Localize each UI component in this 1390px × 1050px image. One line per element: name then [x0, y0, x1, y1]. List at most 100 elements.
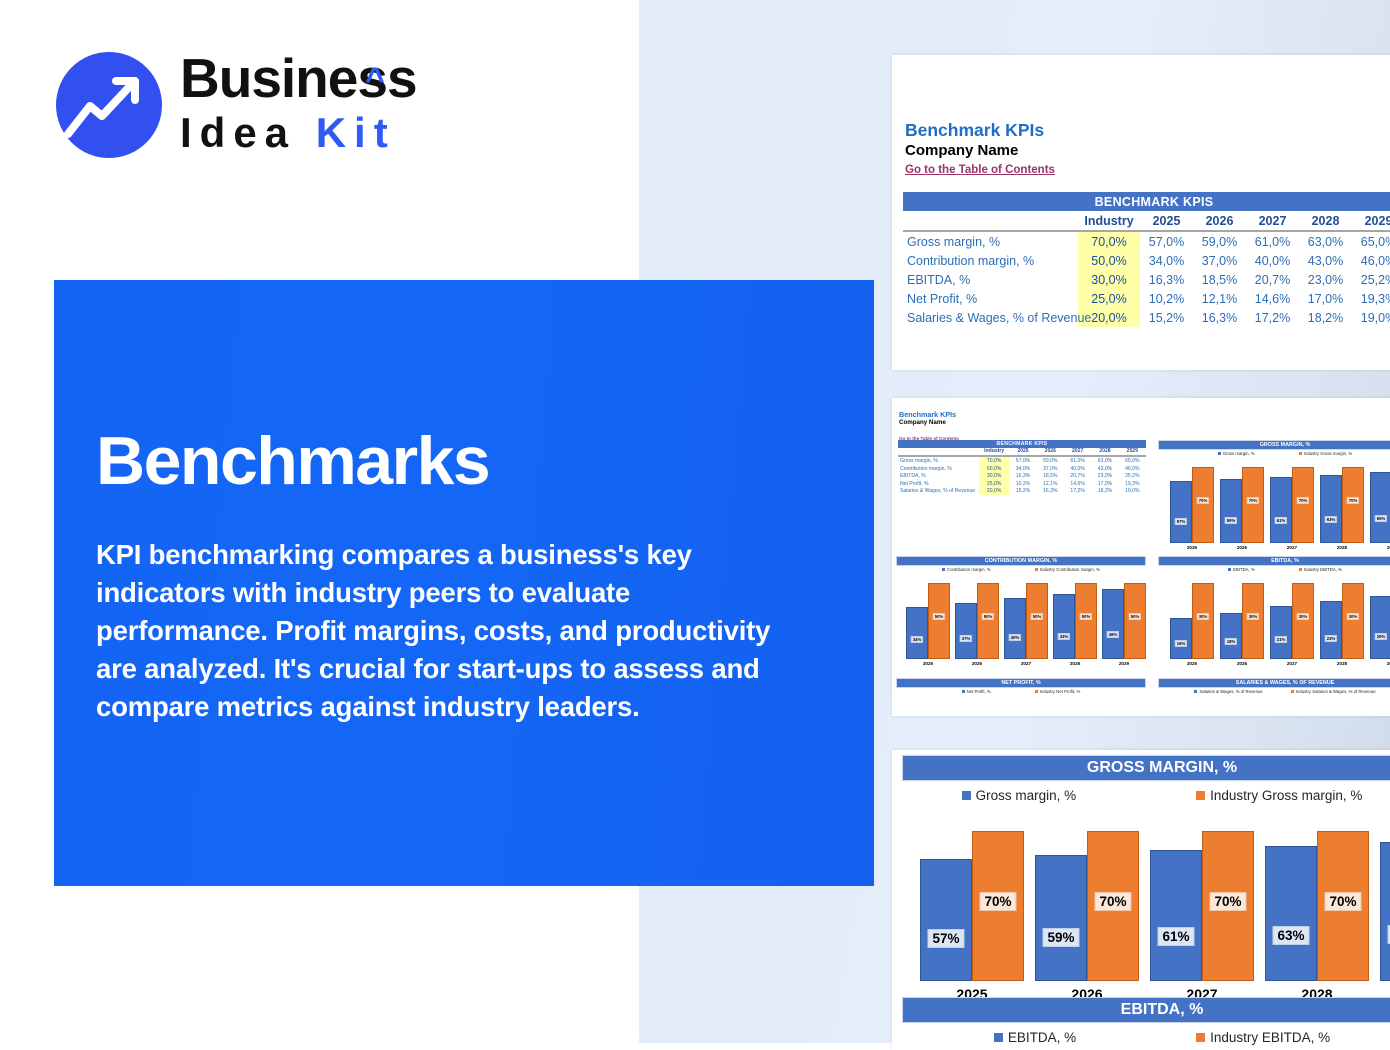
legend-swatch-blue-icon — [1228, 568, 1232, 571]
legend-label: Net Profit, % — [966, 689, 991, 694]
kpi-year-value: 63,0% — [1097, 457, 1113, 464]
chart-x-tick-label: 2027 — [1020, 661, 1032, 666]
logo-chart-arrow-icon — [56, 52, 162, 158]
chart-plot-area: 57% 70% 59% 70% 61% 70% 63% 70% 65%70% — [902, 831, 1390, 981]
kpi-year-value: 23,0% — [1307, 272, 1344, 287]
kpi-year-value: 15,2% — [1148, 310, 1185, 325]
hero-description: KPI benchmarking compares a business's k… — [96, 539, 771, 722]
chart-legend: EBITDA, % Industry EBITDA, % — [1158, 565, 1390, 574]
chart-legend: Net Profit, % Industry Net Profit, % — [896, 687, 1146, 696]
table-row: Net Profit, % 25,0% 10,2% 12,1% 14,6% 17,0% 19… — [898, 479, 1146, 488]
legend-label: Contribution margin, % — [947, 567, 991, 572]
kpi-year-value: 65,0% — [1125, 457, 1140, 464]
kpi-year-value: 59,0% — [1043, 457, 1058, 464]
legend-item[interactable]: Industry EBITDA, % — [1196, 1030, 1330, 1045]
legend-item[interactable]: Net Profit, % — [961, 689, 991, 694]
kpi-year-value: 61,0% — [1254, 234, 1291, 249]
chart-data-label: 30% — [1246, 613, 1260, 620]
table-row: Contribution margin, % 50,0% 34,0% 37,0% 40,… — [898, 464, 1146, 473]
chart-bar: 59% — [1220, 479, 1242, 543]
kpi-column-header: 2027 — [1246, 211, 1299, 232]
legend-item[interactable]: Industry Gross margin, % — [1196, 788, 1362, 803]
chart-data-label: 70% — [1246, 497, 1260, 504]
chart-legend: EBITDA, % Industry EBITDA, % — [902, 1024, 1390, 1050]
kpi-year-value: 15,2% — [1015, 488, 1031, 495]
chart-bar: 50% — [1075, 583, 1097, 659]
legend-item[interactable]: Industry Gross margin, % — [1298, 451, 1353, 456]
chart-bar: 43% — [1053, 594, 1075, 659]
kpi-year-value: 16,3% — [1201, 310, 1238, 325]
chart-bar: 61% — [1270, 477, 1292, 543]
chart-data-label: 40% — [1008, 634, 1022, 641]
legend-label: Industry EBITDA, % — [1210, 1029, 1331, 1045]
chart-bar: 21% — [1270, 606, 1292, 659]
logo-name-kit: Kit — [315, 109, 396, 156]
chart-bar-group: 65%70% — [1380, 831, 1390, 981]
chart-legend: Gross margin, % Industry Gross margin, % — [1158, 449, 1390, 458]
kpi-row-label: EBITDA, % — [907, 272, 971, 287]
legend-swatch-orange-icon — [1290, 690, 1294, 693]
chart-x-tick-label: 2027 — [1286, 545, 1298, 550]
kpi-year-value: 46,0% — [1125, 465, 1140, 472]
kpi-year-value: 10,2% — [1148, 291, 1185, 306]
table-row: EBITDA, % 30,0% 16,3% 18,5% 20,7% 23,0% 25,2% — [903, 270, 1390, 289]
legend-label: Industry Gross margin, % — [1303, 451, 1353, 456]
chart-bar: 23% — [1320, 601, 1342, 659]
chart-data-label: 50% — [1030, 613, 1044, 620]
chart-data-label: 57% — [927, 929, 965, 948]
legend-swatch-blue-icon — [961, 790, 971, 800]
chart-bar-group: 23% 30% — [1320, 583, 1364, 659]
chart-bar: 50% — [928, 583, 950, 659]
legend-item[interactable]: Gross margin, % — [961, 788, 1076, 803]
kpi-row-label: Salaries & Wages, % of Revenue — [900, 488, 976, 495]
chart-data-label: 50% — [981, 613, 995, 620]
legend-item[interactable]: Contribution margin, % — [942, 567, 991, 572]
chart-bar: 59% — [1035, 855, 1087, 981]
kpi-row-label: Net Profit, % — [907, 291, 978, 306]
page-title: Benchmarks — [96, 423, 491, 499]
chart-bar: 40% — [1004, 598, 1026, 659]
chart-data-label: 70% — [1324, 892, 1362, 911]
kpi-year-value: 20,7% — [1070, 473, 1085, 480]
chart-bar-group: 61% 70% — [1150, 831, 1254, 981]
legend-item[interactable]: Industry Net Profit, % — [1034, 689, 1080, 694]
legend-item[interactable]: Salaries & Wages, % of Revenue — [1194, 689, 1263, 694]
kpi-year-value: 37,0% — [1201, 253, 1238, 268]
legend-item[interactable]: Industry Salaries & Wages, % of Revenue — [1290, 689, 1376, 694]
table-of-contents-link[interactable]: Go to the Table of Contents — [905, 164, 1055, 176]
table-of-contents-link[interactable]: Go to the Table of Contents — [899, 436, 959, 441]
legend-item[interactable]: EBITDA, % — [1228, 567, 1255, 572]
chart-data-label: 34% — [910, 636, 924, 643]
chart-bar: 70% — [1342, 467, 1364, 543]
kpi-year-value: 57,0% — [1015, 457, 1031, 464]
legend-item[interactable]: Industry EBITDA, % — [1298, 567, 1342, 572]
chart-data-label: 61% — [1274, 517, 1288, 524]
table-row: Salaries & Wages, % of Revenue 20,0% 15,2%… — [903, 308, 1390, 327]
chart-bar-group: 61% 70% — [1270, 467, 1314, 543]
kpi-industry-value: 50,0% — [978, 464, 1010, 473]
kpi-banner-row: BENCHMARK KPIS — [903, 192, 1390, 211]
legend-item[interactable]: Industry Contribution margin, % — [1034, 567, 1100, 572]
hero-blue-panel — [54, 280, 874, 886]
legend-label: Gross margin, % — [1222, 451, 1255, 456]
legend-item[interactable]: Gross margin, % — [1217, 451, 1255, 456]
chart-x-tick-label: 2029 — [1386, 661, 1390, 666]
legend-item[interactable]: EBITDA, % — [993, 1030, 1076, 1045]
chart-bar: 70% — [972, 831, 1024, 981]
kpi-year-value: 23,0% — [1097, 473, 1113, 480]
chart-legend: Salaries & Wages, % of Revenue Industry S… — [1158, 687, 1390, 696]
legend-swatch-orange-icon — [1196, 1032, 1206, 1042]
chart-bar: 61% — [1150, 850, 1202, 981]
kpi-column-header: 2027 — [1063, 447, 1092, 458]
chart-bar: 46% — [1102, 589, 1124, 659]
table-row: Gross margin, % 70,0% 57,0% 59,0% 61,0% 63,0%… — [898, 456, 1146, 465]
chart-bar: 65% — [1370, 472, 1390, 543]
chart-data-label: 46% — [1106, 631, 1120, 638]
chart-bar-group: 43% 50% — [1053, 583, 1097, 659]
kpi-column-header: 2026 — [1193, 211, 1246, 232]
chart-bar: 34% — [906, 607, 928, 659]
kpi-year-value: 65,0% — [1360, 234, 1390, 249]
kpi-year-value: 59,0% — [1201, 234, 1238, 249]
kpi-column-header: Industry — [978, 447, 1010, 458]
chart-bar: 50% — [1026, 583, 1048, 659]
